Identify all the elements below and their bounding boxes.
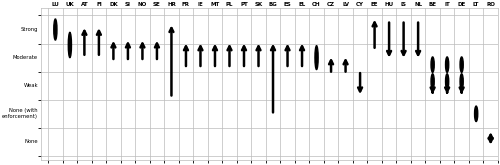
- Ellipse shape: [68, 32, 71, 58]
- Ellipse shape: [460, 74, 463, 89]
- Ellipse shape: [446, 74, 448, 89]
- Ellipse shape: [431, 74, 434, 89]
- Ellipse shape: [446, 57, 448, 72]
- Ellipse shape: [460, 57, 463, 72]
- Ellipse shape: [54, 19, 57, 40]
- Ellipse shape: [315, 46, 318, 70]
- Ellipse shape: [474, 106, 478, 121]
- Ellipse shape: [431, 57, 434, 72]
